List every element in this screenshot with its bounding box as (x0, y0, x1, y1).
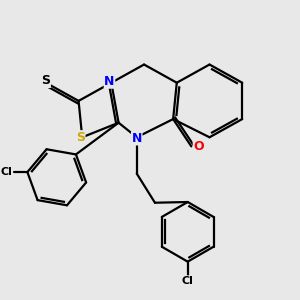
Text: O: O (193, 140, 204, 153)
Text: N: N (104, 75, 115, 88)
Text: Cl: Cl (182, 276, 194, 286)
Text: S: S (76, 131, 85, 144)
Text: Cl: Cl (0, 167, 12, 177)
Text: N: N (132, 132, 142, 145)
Text: S: S (41, 74, 50, 87)
